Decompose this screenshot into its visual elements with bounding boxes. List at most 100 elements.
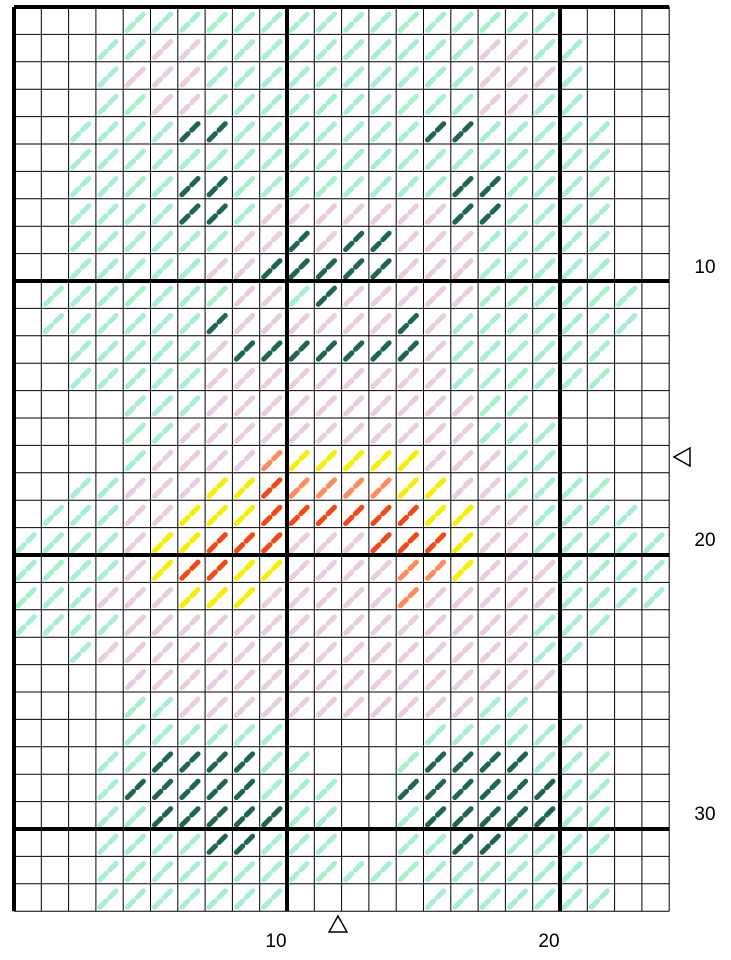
stitch: [452, 885, 477, 910]
stitch: [124, 556, 149, 581]
stitch: [534, 337, 559, 362]
stitch: [506, 857, 532, 883]
stitch: [124, 857, 149, 883]
stitch: [124, 748, 149, 773]
stitch: [288, 337, 313, 362]
stitch: [534, 611, 559, 636]
stitch: [343, 556, 368, 581]
stitch: [315, 364, 341, 390]
stitch: [206, 857, 231, 883]
stitch: [288, 556, 313, 581]
stitch: [261, 474, 286, 499]
stitch: [370, 8, 395, 33]
stitch: [534, 501, 559, 527]
stitch: [425, 35, 450, 61]
stitch: [534, 666, 559, 691]
stitch: [452, 748, 477, 773]
stitch: [233, 638, 259, 664]
stitch: [506, 556, 532, 581]
stitch: [261, 118, 286, 143]
stitch: [179, 775, 204, 801]
stitch: [179, 830, 204, 855]
stitch: [288, 227, 313, 253]
stitch: [179, 885, 204, 910]
stitch: [179, 8, 204, 33]
stitch: [534, 748, 559, 773]
stitch: [370, 63, 395, 88]
stitch: [397, 748, 422, 773]
stitch: [534, 35, 559, 61]
stitch: [261, 803, 286, 828]
stitch: [233, 172, 259, 198]
stitch: [206, 830, 231, 855]
stitch: [425, 255, 450, 280]
stitch: [506, 337, 532, 362]
stitch: [97, 200, 122, 225]
stitch: [616, 529, 641, 554]
stitch: [370, 337, 395, 362]
stitch: [425, 200, 450, 225]
stitch: [425, 364, 450, 390]
stitch: [124, 172, 149, 198]
stitch: [179, 35, 204, 61]
column-center-marker: [327, 914, 349, 933]
stitch: [561, 583, 586, 609]
stitch: [206, 583, 231, 609]
stitch: [261, 501, 286, 527]
stitch: [124, 364, 149, 390]
stitch: [124, 337, 149, 362]
stitch: [233, 857, 259, 883]
stitch: [233, 255, 259, 280]
stitch: [233, 282, 259, 307]
stitch: [233, 392, 259, 417]
stitch: [452, 35, 477, 61]
stitch: [206, 501, 231, 527]
stitch: [179, 748, 204, 773]
stitch: [397, 63, 422, 88]
stitch: [152, 200, 177, 225]
stitch: [152, 227, 177, 253]
stitch: [261, 720, 286, 746]
stitch: [452, 337, 477, 362]
stitch: [397, 556, 422, 581]
stitch: [124, 611, 149, 636]
stitch: [70, 364, 95, 390]
stitch: [152, 474, 177, 499]
stitch: [288, 638, 313, 664]
stitch: [315, 638, 341, 664]
stitch: [152, 118, 177, 143]
stitch: [124, 638, 149, 664]
stitch: [97, 145, 122, 170]
stitch: [343, 529, 368, 554]
stitch: [506, 666, 532, 691]
stitch: [561, 830, 586, 855]
stitch: [479, 90, 504, 116]
stitch: [152, 693, 177, 718]
stitch: [343, 8, 368, 33]
stitch: [425, 775, 450, 801]
stitch: [288, 666, 313, 691]
stitch: [288, 501, 313, 527]
stitch: [506, 145, 532, 170]
stitch: [534, 255, 559, 280]
stitch: [42, 611, 68, 636]
stitch: [179, 857, 204, 883]
stitch: [479, 529, 504, 554]
stitch: [506, 364, 532, 390]
stitch: [70, 501, 95, 527]
stitch: [397, 666, 422, 691]
stitch: [370, 556, 395, 581]
stitch: [261, 419, 286, 444]
stitch: [534, 145, 559, 170]
stitch: [261, 227, 286, 253]
stitch: [206, 392, 231, 417]
stitch: [179, 309, 204, 335]
stitch: [425, 748, 450, 773]
stitch: [561, 775, 586, 801]
stitch: [152, 720, 177, 746]
stitch: [452, 309, 477, 335]
stitch: [124, 693, 149, 718]
stitch: [206, 172, 231, 198]
stitch: [452, 830, 477, 855]
